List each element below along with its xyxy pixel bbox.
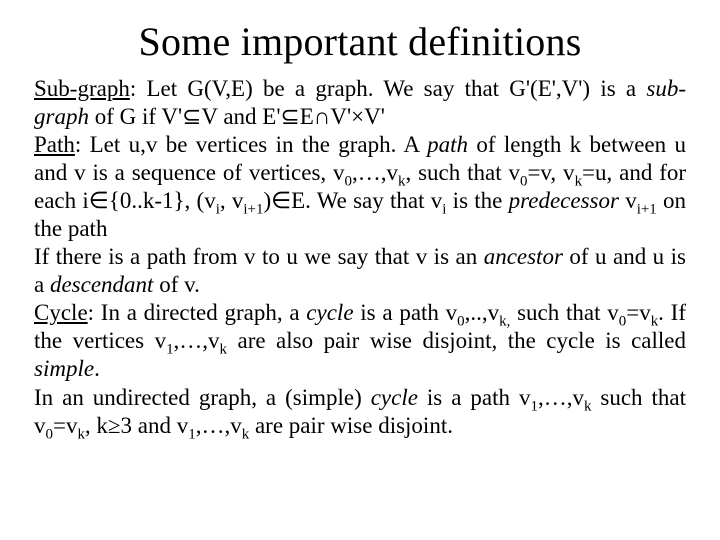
path-text-1i: is the (446, 188, 508, 213)
subgraph-label: Sub-graph (34, 76, 130, 101)
subgraph-text-1: : Let G(V,E) be a graph. We say that G'(… (130, 76, 647, 101)
undirected-text-5: =v (53, 413, 77, 438)
ancestor-text-3: of v. (153, 272, 199, 297)
cycle-label: Cycle (34, 300, 88, 325)
path-label: Path (34, 132, 75, 157)
cycle-italic-simple: simple (34, 356, 94, 381)
undirected-sub-vkb: k (77, 426, 84, 442)
undirected-sub-v0: 0 (46, 426, 53, 442)
subgraph-text-2: of G if V'⊆V and E'⊆E∩V'×V' (89, 104, 385, 129)
cycle-text-3: ,..,v (465, 300, 500, 325)
path-text-1d: , such that v (405, 160, 520, 185)
undirected-text-7: ,…,v (196, 413, 242, 438)
path-text-1a: : Let u,v be vertices in the graph. A (75, 132, 427, 157)
cycle-text-8: are also pair wise disjoint, the cycle i… (227, 328, 686, 353)
cycle-text-1: : In a directed graph, a (88, 300, 307, 325)
path-italic-pred: predecessor (509, 188, 619, 213)
path-italic: path (427, 132, 468, 157)
path-text-1g: , v (220, 188, 244, 213)
slide: Some important definitions Sub-graph: Le… (0, 0, 720, 540)
path-sub-vi1: i+1 (243, 202, 263, 218)
cycle-text-7: ,…,v (174, 328, 220, 353)
path-sub-vi1b: i+1 (637, 202, 657, 218)
cycle-sub-v1: 1 (166, 342, 173, 358)
path-text-1e: =v, v (527, 160, 574, 185)
path-text-1j: v (619, 188, 637, 213)
cycle-text-2: is a path v (354, 300, 458, 325)
path-text-1h: )∈E. We say that v (263, 188, 442, 213)
undirected-text-8: are pair wise disjoint. (249, 413, 453, 438)
undirected-text-2: is a path v (418, 385, 531, 410)
cycle-text-4: such that v (510, 300, 618, 325)
undirected-italic: cycle (371, 385, 418, 410)
undirected-sub-v1b: 1 (188, 426, 195, 442)
cycle-italic: cycle (306, 300, 353, 325)
slide-body: Sub-graph: Let G(V,E) be a graph. We say… (34, 75, 686, 440)
path-text-1c: ,…,v (352, 160, 398, 185)
ancestor-italic-1: ancestor (484, 244, 563, 269)
ancestor-text-1: If there is a path from v to u we say th… (34, 244, 484, 269)
cycle-text-5: =v (626, 300, 650, 325)
cycle-sub-vk2: k (220, 342, 227, 358)
undirected-text-1: In an undirected graph, a (simple) (34, 385, 371, 410)
undirected-sub-v1: 1 (530, 398, 537, 414)
undirected-text-6: , k≥3 and v (85, 413, 188, 438)
slide-title: Some important definitions (34, 18, 686, 65)
ancestor-italic-2: descendant (50, 272, 153, 297)
cycle-text-9: . (94, 356, 100, 381)
undirected-text-3: ,…,v (538, 385, 584, 410)
